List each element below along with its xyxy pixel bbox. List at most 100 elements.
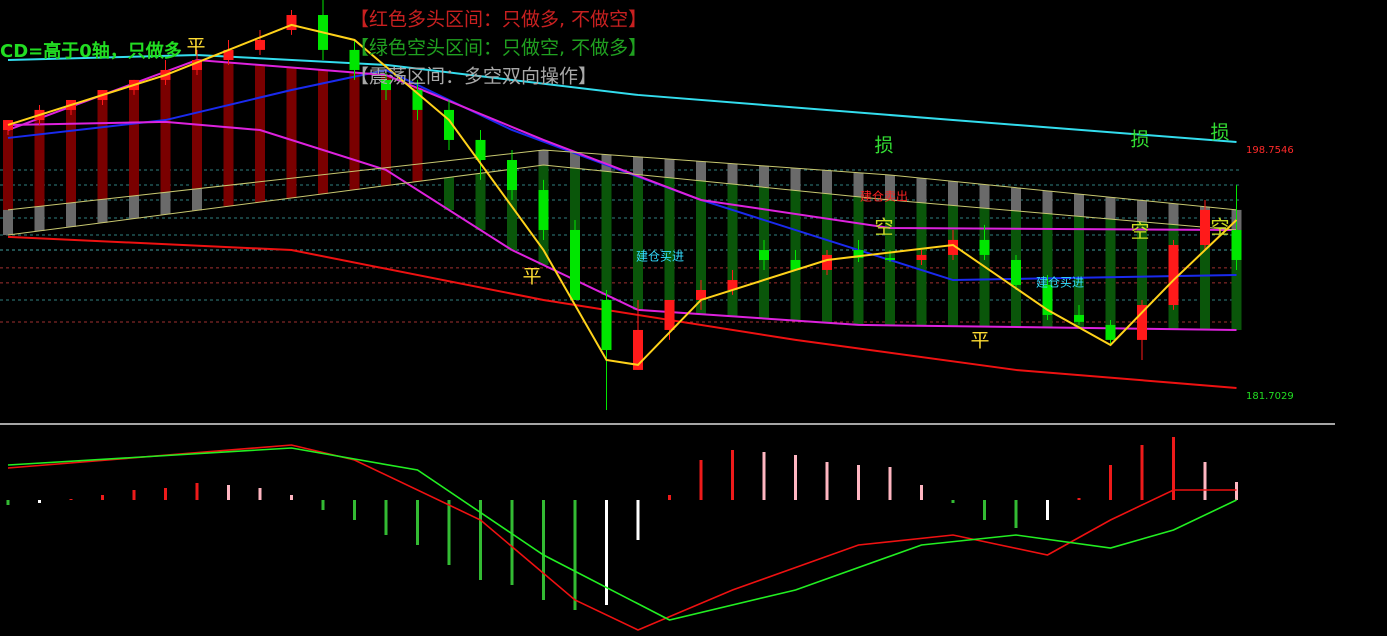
macd-bar xyxy=(1140,445,1144,500)
candle-body xyxy=(255,39,265,50)
candle-body xyxy=(1231,229,1242,260)
zone-stripe xyxy=(255,65,265,203)
candle-body xyxy=(853,250,864,258)
macd-bar xyxy=(668,495,671,500)
candle-body xyxy=(696,290,706,300)
candle-body xyxy=(475,139,486,161)
zone-stripe xyxy=(412,88,423,182)
candle-body xyxy=(1105,324,1116,340)
macd-bar xyxy=(6,500,10,505)
zone-stripe xyxy=(1042,190,1053,214)
candle-body xyxy=(790,259,801,270)
zone-stripe xyxy=(129,195,139,219)
zone-stripe xyxy=(349,72,360,190)
macd-bar xyxy=(1046,500,1049,520)
indicator-line xyxy=(7,120,1237,331)
macd-bar xyxy=(101,495,104,500)
macd-bar xyxy=(38,500,41,503)
indicator-line xyxy=(7,53,1237,143)
zone-stripe xyxy=(381,75,391,186)
macd-bar xyxy=(920,485,923,500)
macd-bar xyxy=(353,500,356,520)
macd-bar xyxy=(983,500,986,520)
zone-stripe xyxy=(727,163,738,185)
zone-stripe xyxy=(633,156,643,175)
zone-stripe xyxy=(192,188,202,211)
candle-body xyxy=(1137,305,1147,340)
zone-stripe xyxy=(160,71,171,215)
zone-stripe xyxy=(916,178,927,203)
zone-stripe xyxy=(538,150,549,166)
macd-bar xyxy=(510,500,514,585)
zone-stripe xyxy=(444,177,454,210)
candle-body xyxy=(570,229,580,300)
candle-body xyxy=(286,15,297,31)
zone-stripe xyxy=(979,184,990,209)
zone-stripe xyxy=(633,174,643,310)
candle-body xyxy=(727,280,738,291)
indicator-line xyxy=(7,149,1237,211)
macd-bar xyxy=(195,483,199,500)
macd-bar xyxy=(888,467,892,500)
macd-bar xyxy=(132,490,136,500)
zone-stripe xyxy=(601,171,612,295)
annotation: 空 xyxy=(1210,217,1229,239)
macd-bar xyxy=(762,452,766,500)
macd-bar xyxy=(857,465,860,500)
zone-stripe xyxy=(3,209,13,236)
zone-stripe xyxy=(885,175,895,200)
zone-stripe xyxy=(192,60,202,211)
candle-body xyxy=(412,90,423,110)
zone-stripe xyxy=(1105,219,1116,329)
zone-stripe xyxy=(66,106,76,227)
candle-body xyxy=(885,257,895,260)
zone-stripe xyxy=(727,184,738,317)
macd-bar xyxy=(479,500,482,580)
zone-stripe xyxy=(1074,216,1084,328)
macd-bar xyxy=(636,500,640,540)
annotation: 空 xyxy=(1130,221,1149,243)
annotation: 损 xyxy=(1210,122,1229,144)
annotation: 空 xyxy=(874,217,893,239)
macd-bar xyxy=(1014,500,1018,528)
zone-stripe xyxy=(759,165,769,188)
annotation: 平 xyxy=(186,36,205,58)
macd-bar xyxy=(447,500,451,565)
zone-stripe xyxy=(1200,227,1210,330)
zone-stripe xyxy=(286,67,297,198)
macd-bar xyxy=(384,500,388,535)
zone-stripe xyxy=(223,62,234,207)
zone-stripe xyxy=(129,83,139,219)
zone-stripe xyxy=(97,199,108,223)
indicator-line xyxy=(7,444,1237,631)
macd-bar xyxy=(227,485,230,500)
macd-bar xyxy=(1109,465,1112,500)
candle-body xyxy=(979,239,990,255)
candle-body xyxy=(601,299,612,351)
zone-stripe xyxy=(34,206,45,231)
zone-stripe xyxy=(853,172,864,197)
zone-stripe xyxy=(1231,229,1242,330)
zone-stripe xyxy=(1168,203,1179,225)
zone-stripe xyxy=(1137,221,1147,329)
zone-stripe xyxy=(696,180,706,315)
zone-stripe xyxy=(475,173,486,231)
macd-bar xyxy=(573,500,577,610)
macd-bar xyxy=(605,500,608,605)
zone-stripe xyxy=(1105,197,1116,220)
macd-bar xyxy=(321,500,325,510)
macd-bar xyxy=(699,460,703,500)
zone-note: 【震荡区间：多空双向操作】 xyxy=(350,66,597,88)
indicator-line xyxy=(7,164,1237,236)
zone-stripe xyxy=(948,181,958,206)
candle-body xyxy=(1011,259,1021,285)
candle-body xyxy=(633,329,643,370)
annotation: 平 xyxy=(970,330,989,352)
macd-bar xyxy=(416,500,419,545)
zone-stripe xyxy=(97,95,108,223)
candle-body xyxy=(916,254,927,260)
zone-stripe xyxy=(318,70,328,194)
macd-bar xyxy=(1172,437,1175,500)
zone-note: 【红色多头区间：只做多, 不做空】 xyxy=(350,9,647,31)
